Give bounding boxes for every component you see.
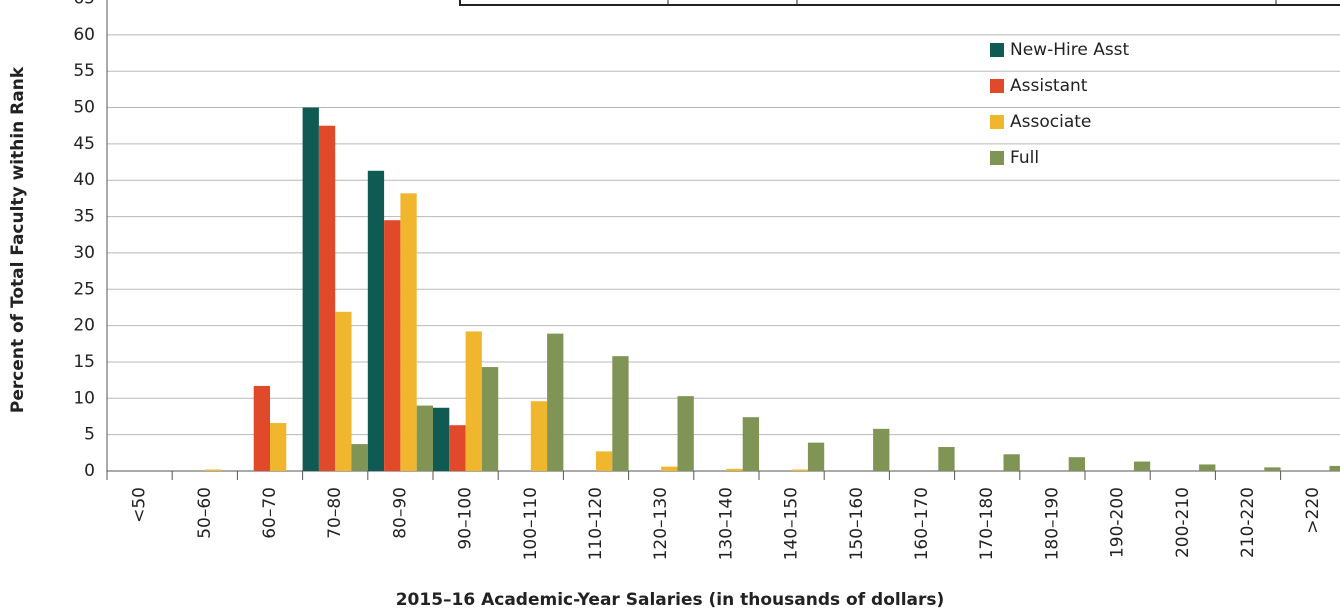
inset-box <box>459 0 1340 6</box>
y-tick-label: 60 <box>73 25 95 45</box>
bar <box>253 385 270 471</box>
x-tick-label: 50–60 <box>195 487 215 539</box>
y-tick-label: 35 <box>73 207 95 227</box>
legend-label: Assistant <box>1010 76 1088 96</box>
y-tick-label: 25 <box>73 279 95 299</box>
x-tick-label: 150–160 <box>847 487 867 560</box>
bar <box>351 444 368 471</box>
bar <box>547 333 564 471</box>
x-tick-label: 110–120 <box>586 487 606 560</box>
x-tick-label: 170–180 <box>977 487 997 560</box>
bar <box>1199 464 1216 471</box>
bar <box>400 193 417 472</box>
bar <box>873 428 890 471</box>
y-tick-label: 65 <box>73 0 95 9</box>
bar <box>335 311 352 471</box>
bar <box>742 417 759 471</box>
y-tick-label: 50 <box>73 98 95 118</box>
x-tick-label: 120–130 <box>651 487 671 560</box>
legend-label: Associate <box>1010 112 1091 132</box>
x-tick-label: 60–70 <box>260 487 280 539</box>
x-tick-label: 70–80 <box>325 487 345 539</box>
legend-label: New-Hire Asst <box>1010 40 1130 60</box>
x-tick-label: <50 <box>130 487 150 523</box>
legend-swatch <box>990 43 1004 57</box>
legend-swatch <box>990 79 1004 93</box>
x-tick-label: 140–150 <box>782 487 802 560</box>
bar <box>384 220 401 471</box>
y-tick-label: 40 <box>73 170 95 190</box>
y-tick-label: 5 <box>84 425 95 445</box>
bar <box>938 447 955 471</box>
x-tick-label: 130–140 <box>716 487 736 560</box>
bar <box>302 107 319 472</box>
bar <box>270 423 287 471</box>
x-tick-label: >220 <box>1303 487 1323 534</box>
bar <box>677 396 694 471</box>
x-tick-label: 160–170 <box>912 487 932 560</box>
y-tick-label: 45 <box>73 134 95 154</box>
x-tick-label: 200-210 <box>1173 487 1193 558</box>
x-tick-label: 180–190 <box>1042 487 1062 560</box>
legend-swatch <box>990 151 1004 165</box>
bar <box>791 469 808 471</box>
y-tick-label: 55 <box>73 61 95 81</box>
bar <box>481 367 499 471</box>
y-tick-label: 15 <box>73 352 95 372</box>
bar <box>1329 465 1340 471</box>
bar <box>318 125 336 471</box>
bar <box>1068 457 1085 471</box>
bar <box>367 170 385 471</box>
x-tick-label: 190-200 <box>1108 487 1128 558</box>
y-tick-label: 10 <box>73 388 95 408</box>
bar <box>416 405 433 471</box>
bar <box>612 356 629 471</box>
x-tick-label: 210-220 <box>1238 487 1258 558</box>
bar <box>1264 467 1281 471</box>
bar <box>596 451 613 471</box>
x-tick-label: 90–100 <box>456 487 476 550</box>
bar <box>204 469 222 471</box>
bar <box>449 425 466 471</box>
y-tick-label: 30 <box>73 243 95 263</box>
y-tick-label: 0 <box>84 461 95 481</box>
x-tick-label: 100–110 <box>521 487 541 560</box>
legend-label: Full <box>1010 148 1039 168</box>
bar <box>661 466 678 471</box>
y-axis-title: Percent of Total Faculty within Rank <box>8 66 28 413</box>
bar <box>530 401 548 471</box>
bar <box>433 407 450 471</box>
x-axis-title: 2015–16 Academic-Year Salaries (in thous… <box>396 590 945 610</box>
x-tick-label: 80–90 <box>390 487 410 539</box>
bar <box>1003 454 1020 471</box>
y-tick-label: 20 <box>73 316 95 336</box>
bar <box>1133 461 1151 471</box>
bar <box>465 331 482 471</box>
bar <box>807 442 825 471</box>
bar <box>726 468 743 471</box>
legend-swatch <box>990 115 1004 129</box>
